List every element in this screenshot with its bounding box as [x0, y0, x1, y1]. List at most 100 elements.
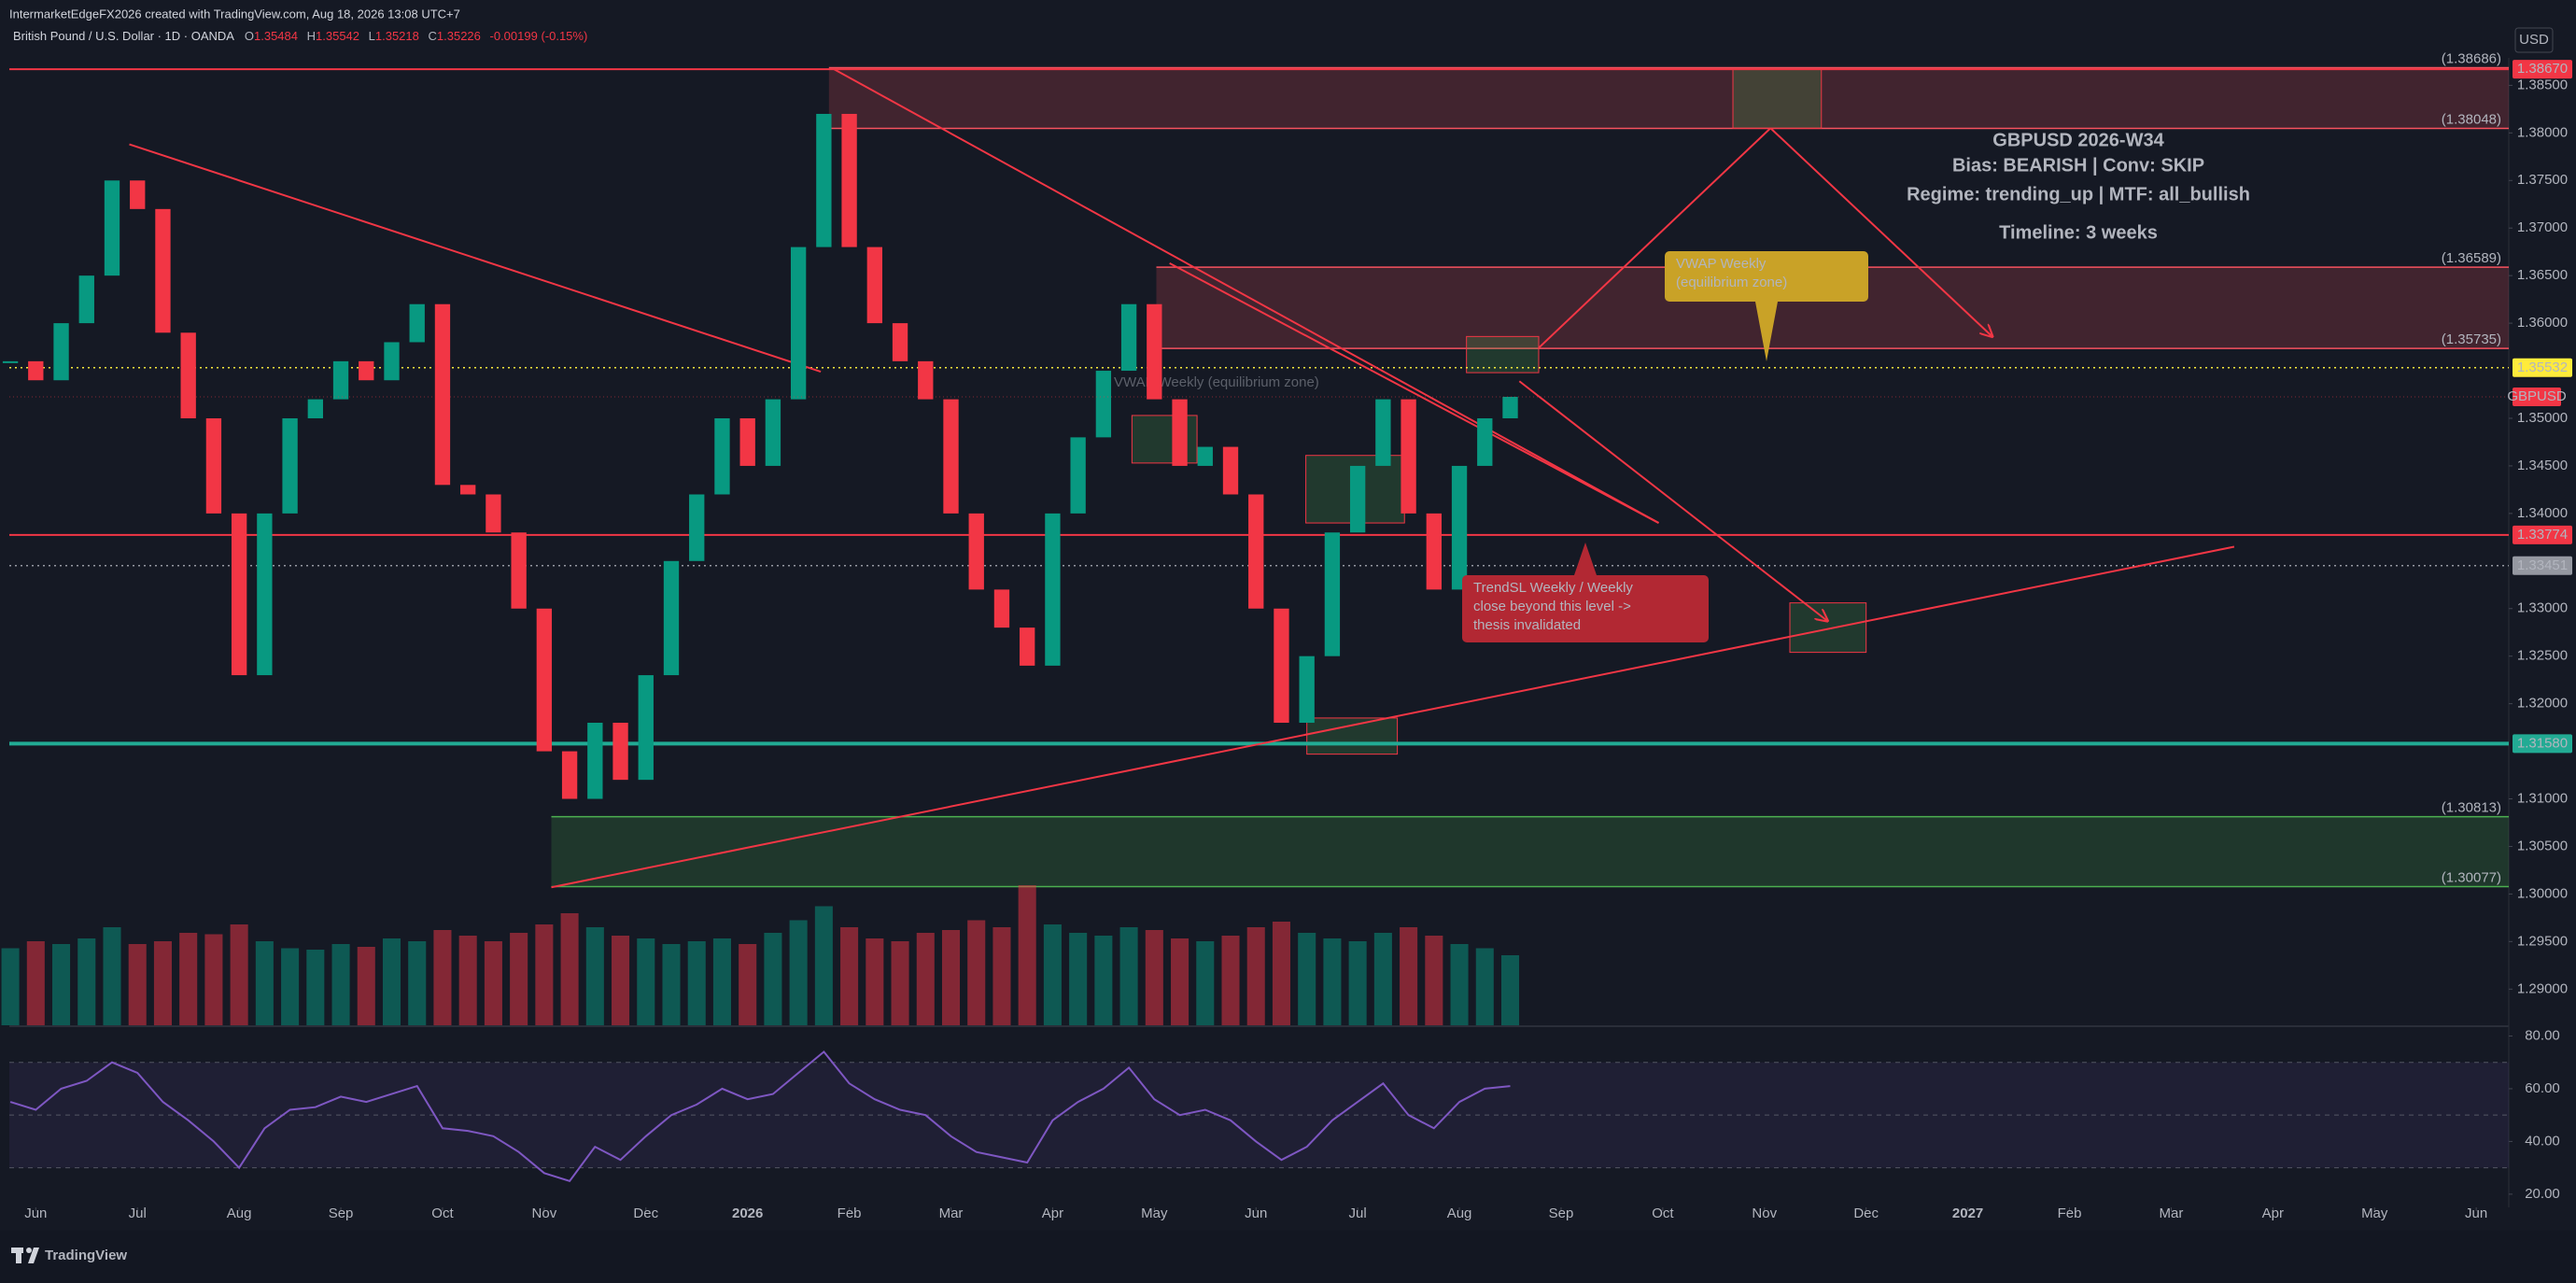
- candle-body: [307, 399, 323, 418]
- ohlc-value: 1.35218: [375, 29, 419, 43]
- volume-bar: [1119, 927, 1138, 1025]
- volume-bar: [1094, 936, 1113, 1025]
- candle-body: [918, 360, 934, 400]
- volume-bar: [408, 941, 427, 1025]
- x-tick-label: Jun: [2465, 1205, 2487, 1221]
- candle-body: [460, 485, 476, 495]
- x-tick-label: Oct: [431, 1205, 454, 1221]
- x-tick-label: 2026: [732, 1205, 763, 1221]
- candle-body: [790, 247, 807, 400]
- volume-bar: [26, 941, 45, 1025]
- series-label-box: [2513, 387, 2561, 406]
- candle-body: [384, 342, 400, 381]
- y-tick-label: 1.38500: [2517, 77, 2568, 92]
- x-tick-label: Nov: [532, 1205, 557, 1221]
- price-label-box: [2513, 60, 2572, 79]
- zone-label: (1.36589): [2442, 250, 2501, 266]
- candle-body: [1197, 446, 1213, 466]
- zone-label: (1.38686): [2442, 50, 2501, 66]
- candle-body: [78, 275, 94, 324]
- price-label: 1.33451: [2517, 557, 2568, 573]
- brand-logo: [11, 1248, 39, 1263]
- trend-line: [1769, 127, 1992, 336]
- candle-body: [332, 360, 349, 400]
- zone: [828, 67, 2510, 129]
- x-tick-label: Jun: [1245, 1205, 1267, 1221]
- ohlc-change: -0.00199 (-0.15%): [490, 29, 588, 43]
- candle-body: [1324, 532, 1341, 656]
- y-tick-label: 1.32000: [2517, 696, 2568, 712]
- callout-text: close beyond this level ->: [1473, 599, 1631, 614]
- volume-bar: [739, 944, 757, 1025]
- candle-body: [1274, 608, 1289, 724]
- trend-line: [833, 68, 1659, 524]
- ohlc-label: L: [369, 29, 375, 43]
- price-label: 1.35532: [2517, 360, 2568, 375]
- candle-body: [1451, 465, 1468, 590]
- callout-text: (equilibrium zone): [1676, 275, 1787, 290]
- candle-body: [231, 513, 247, 676]
- volume-bar: [458, 936, 477, 1025]
- price-label-box: [2513, 734, 2572, 754]
- volume-bar: [331, 944, 350, 1025]
- watermark: VWAP Weekly (equilibrium zone): [1114, 374, 1319, 390]
- price-label-box: [2513, 525, 2572, 544]
- volume-bar: [1323, 938, 1342, 1025]
- volume-bar: [662, 944, 681, 1025]
- ohlc-value: 1.35226: [437, 29, 481, 43]
- candle-body: [180, 332, 196, 418]
- callout-pointer: [1574, 543, 1597, 575]
- candle-body: [486, 494, 501, 533]
- candle-body: [1349, 465, 1366, 533]
- volume-bar: [916, 933, 935, 1025]
- ohlc-label: H: [307, 29, 316, 43]
- symbol-header: British Pound / U.S. Dollar · 1D · OANDA…: [13, 29, 587, 43]
- candle-body: [866, 247, 882, 324]
- candle-body: [816, 113, 832, 247]
- candle-body: [205, 417, 222, 514]
- x-tick-label: Jul: [129, 1205, 147, 1221]
- rsi-tick-label: 80.00: [2525, 1027, 2560, 1043]
- y-tick-label: 1.34500: [2517, 458, 2568, 473]
- candle-body: [714, 417, 730, 495]
- candle-body: [1147, 303, 1162, 400]
- info-text: Regime: trending_up | MTF: all_bullish: [1907, 184, 2250, 204]
- volume-bar: [510, 933, 528, 1025]
- x-tick-label: Mar: [2159, 1205, 2183, 1221]
- y-tick-label: 1.29000: [2517, 980, 2568, 996]
- volume-bar: [687, 941, 706, 1025]
- candle-body: [1120, 303, 1137, 372]
- candle-body: [1502, 396, 1518, 418]
- volume-bar: [357, 947, 375, 1025]
- volume-bar: [712, 938, 731, 1025]
- rsi-line: [9, 1050, 1511, 1182]
- callout-text: VWAP Weekly: [1676, 256, 1767, 272]
- x-tick-label: 2027: [1952, 1205, 1983, 1221]
- volume-bar: [1, 948, 20, 1025]
- currency-box[interactable]: [2514, 27, 2554, 53]
- rsi-tick-label: 60.00: [2525, 1080, 2560, 1096]
- x-tick-label: Dec: [633, 1205, 658, 1221]
- candle-body: [257, 513, 273, 676]
- volume-bar: [382, 938, 401, 1025]
- candle-body: [104, 180, 120, 276]
- volume-bar: [941, 930, 961, 1025]
- box: [1466, 335, 1540, 374]
- trend-line: [551, 545, 2235, 889]
- x-tick-label: Dec: [1853, 1205, 1879, 1221]
- volume-bar: [535, 924, 554, 1025]
- candle-body: [943, 399, 959, 514]
- trend-line: [1169, 262, 1659, 524]
- box: [1789, 602, 1867, 654]
- volume-bar: [281, 948, 300, 1025]
- price-label: 1.38670: [2517, 61, 2568, 77]
- volume-bar: [560, 913, 579, 1025]
- volume-bar: [967, 920, 986, 1025]
- volume-bar: [637, 938, 655, 1025]
- candle-body: [282, 417, 298, 514]
- volume-bar: [992, 927, 1011, 1025]
- volume-bar: [179, 933, 198, 1025]
- candle-body: [739, 417, 755, 466]
- x-tick-label: Sep: [329, 1205, 354, 1221]
